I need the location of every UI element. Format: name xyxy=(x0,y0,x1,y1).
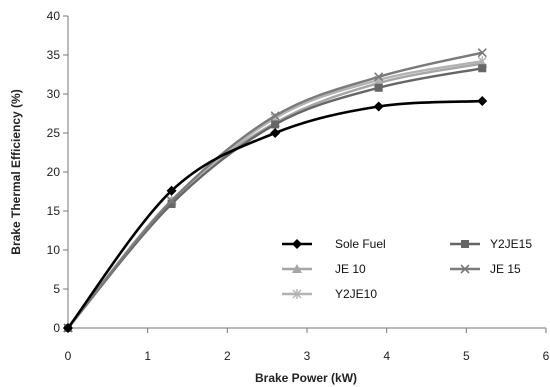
legend-marker xyxy=(461,240,469,248)
legend: Sole Fuel JE 10 Y2JE10 Y2JE15 JE 15 xyxy=(282,237,532,301)
x-axis-title: Brake Power (kW) xyxy=(255,371,357,385)
legend-marker xyxy=(292,289,302,299)
x-tick-label: 5 xyxy=(463,349,470,363)
legend-label: Y2JE15 xyxy=(490,237,532,251)
y-tick-label: 20 xyxy=(47,165,61,179)
legend-label: JE 10 xyxy=(335,262,366,276)
x-tick-label: 2 xyxy=(224,349,231,363)
legend-item-y2je10: Y2JE10 xyxy=(282,287,377,301)
legend-item-je-15: JE 15 xyxy=(450,262,521,276)
x-tick-label: 6 xyxy=(543,349,550,363)
data-point-je-15 xyxy=(167,196,177,206)
y-axis-title: Brake Thermal Efficiency (%) xyxy=(9,89,23,254)
data-point-y2je15 xyxy=(167,199,176,208)
y-tick-label: 15 xyxy=(47,204,61,218)
y-tick-label: 40 xyxy=(47,9,61,23)
data-point-sole-fuel xyxy=(477,96,488,107)
series-line-je-15 xyxy=(67,51,483,329)
legend-item-y2je15: Y2JE15 xyxy=(450,237,532,251)
data-point-je-15 xyxy=(477,48,487,58)
data-point-sole-fuel xyxy=(63,323,73,333)
y-tick-label: 30 xyxy=(47,87,61,101)
data-point-je-15 xyxy=(270,111,280,121)
legend-label: JE 15 xyxy=(490,262,521,276)
plot-area: 0 5 10 15 20 25 30 35 40 0 1 2 3 4 5 6 xyxy=(47,9,550,363)
legend-marker xyxy=(292,264,302,273)
series-line-y2je10 xyxy=(67,60,483,329)
legend-item-sole-fuel: Sole Fuel xyxy=(282,237,386,251)
data-point-y2je15 xyxy=(374,83,383,92)
series-line-y2je15 xyxy=(67,67,483,329)
y-tick-label: 35 xyxy=(47,48,61,62)
y-tick-label: 10 xyxy=(47,243,61,257)
data-point-sole-fuel xyxy=(373,101,384,112)
x-tick-label: 4 xyxy=(383,349,390,363)
data-point-sole-fuel xyxy=(270,128,281,138)
y-tick-label: 25 xyxy=(47,126,61,140)
legend-marker xyxy=(460,264,470,274)
x-tick-label: 3 xyxy=(304,349,311,363)
legend-marker xyxy=(292,239,302,249)
legend-label: Y2JE10 xyxy=(335,287,377,301)
series-line-sole-fuel xyxy=(66,99,483,329)
legend-item-je-10: JE 10 xyxy=(282,262,366,276)
x-tick-label: 1 xyxy=(144,349,151,363)
x-tick-label: 0 xyxy=(65,349,72,363)
data-point-je-15 xyxy=(374,72,384,82)
data-point-y2je15 xyxy=(478,64,487,73)
data-point-sole-fuel xyxy=(166,185,177,196)
legend-label: Sole Fuel xyxy=(335,237,386,251)
data-point-y2je15 xyxy=(271,120,280,129)
y-tick-label: 5 xyxy=(53,282,60,296)
y-tick-label: 0 xyxy=(53,321,60,335)
